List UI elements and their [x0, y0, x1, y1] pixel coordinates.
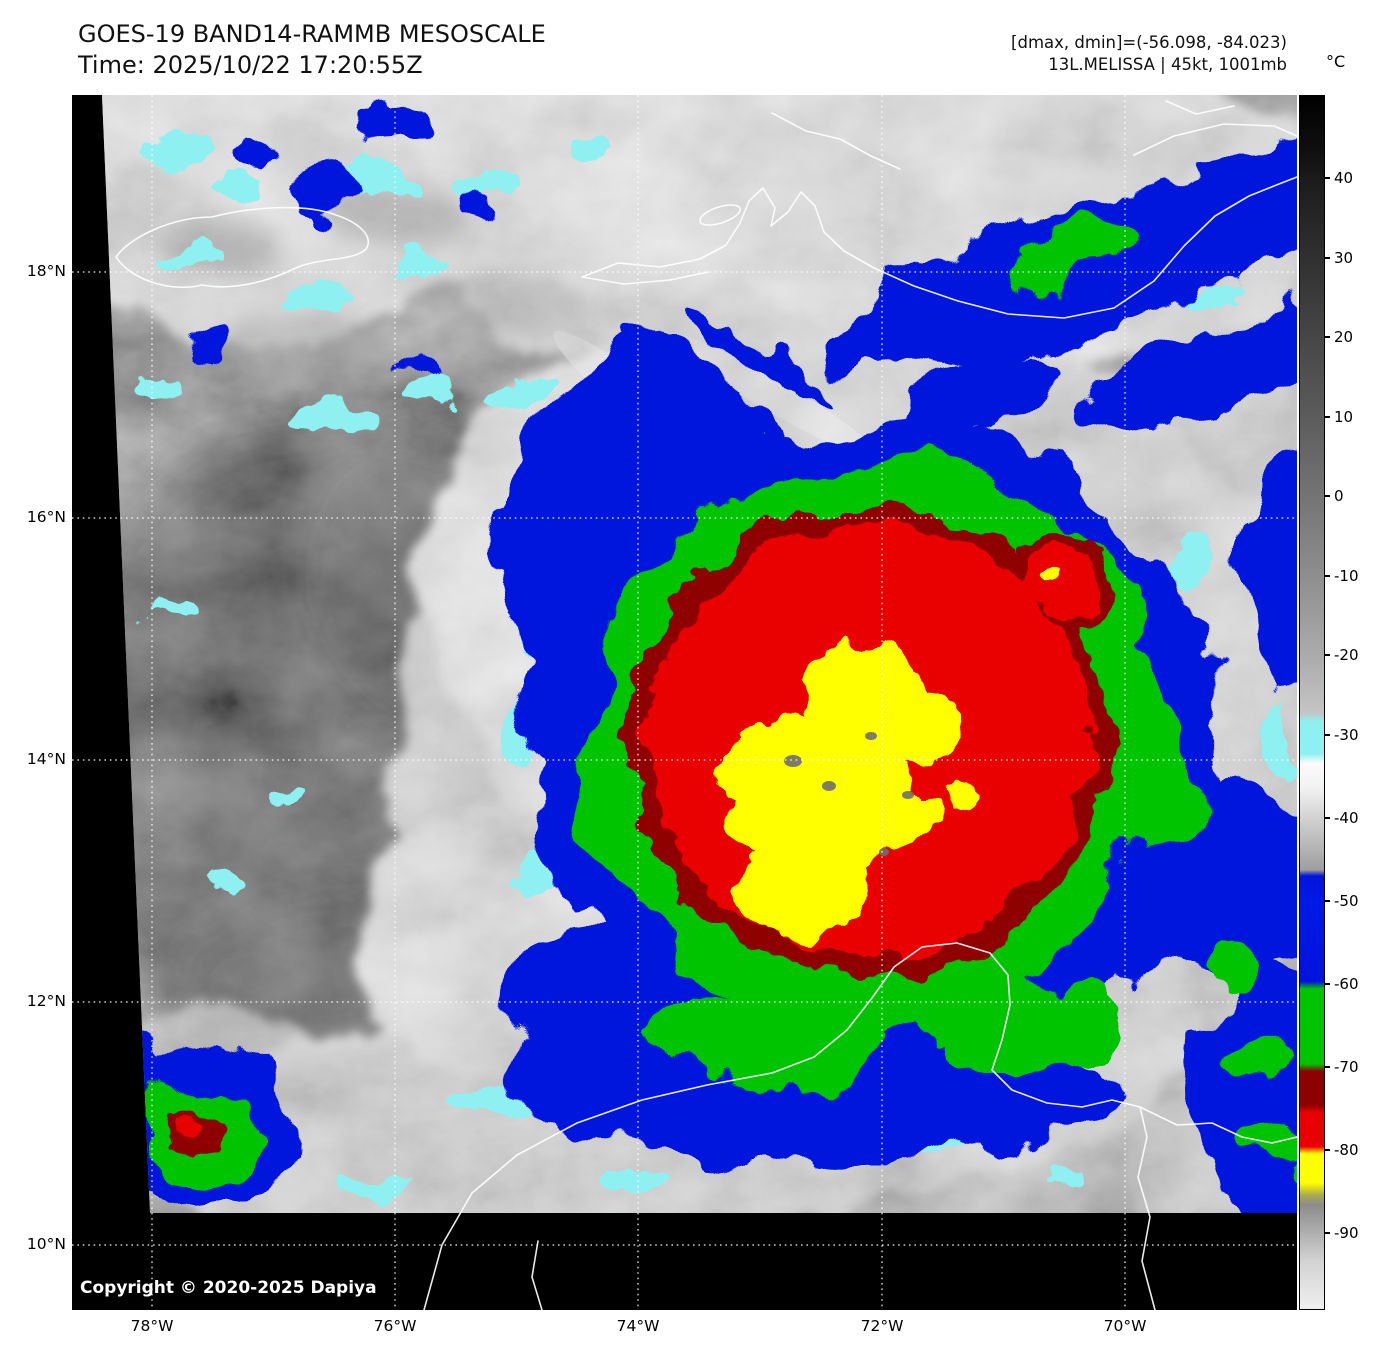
cloud-field — [102, 95, 1297, 1213]
lon-label-78w: 78°W — [130, 1317, 174, 1335]
storm-core-yellow — [708, 574, 1068, 937]
lon-label-72w: 72°W — [860, 1317, 904, 1335]
page-title: GOES-19 BAND14-RAMMB MESOSCALE — [78, 20, 546, 48]
colorbar-tick-label: 30 — [1334, 249, 1354, 267]
colorbar-tickmark — [1325, 1232, 1330, 1234]
coastlines — [115, 100, 1297, 1310]
lat-label-10n: 10°N — [26, 1235, 66, 1253]
lon-label-76w: 76°W — [373, 1317, 417, 1335]
colorbar-tick-label: -40 — [1334, 809, 1359, 827]
colorbar-tick-label: 10 — [1334, 408, 1354, 426]
colorbar-tick-label: -30 — [1334, 726, 1359, 744]
satellite-map: Copyright © 2020-2025 Dapiya — [72, 95, 1297, 1310]
colorbar-tick-label: 40 — [1334, 169, 1354, 187]
colorbar-tick-label: 0 — [1334, 487, 1344, 505]
colorbar-tickmark — [1325, 416, 1330, 418]
colorbar-tickmark — [1325, 817, 1330, 819]
dmax-dmin-readout: [dmax, dmin]=(-56.098, -84.023) — [1011, 33, 1287, 52]
lat-label-16n: 16°N — [26, 508, 66, 526]
colorbar-tickmark — [1325, 1066, 1330, 1068]
colorbar-unit-label: °C — [1326, 52, 1346, 71]
colorbar-tickmark — [1325, 336, 1330, 338]
overshoot-top-specks — [784, 732, 914, 856]
storm-info-block: [dmax, dmin]=(-56.098, -84.023) 13L.MELI… — [1011, 32, 1287, 76]
lon-label-70w: 70°W — [1103, 1317, 1147, 1335]
colorbar-tickmark — [1325, 654, 1330, 656]
colorbar-tick-label: -20 — [1334, 646, 1359, 664]
lat-label-12n: 12°N — [26, 992, 66, 1010]
colorbar-tick-label: 20 — [1334, 328, 1354, 346]
satellite-imagery — [72, 95, 1297, 1310]
storm-identity: 13L.MELISSA | 45kt, 1001mb — [1048, 55, 1287, 74]
south-america-coastline — [423, 942, 1297, 1310]
lat-label-18n: 18°N — [26, 262, 66, 280]
graticule — [72, 95, 1297, 1310]
temperature-colorbar — [1299, 95, 1325, 1310]
colorbar-tickmark — [1325, 575, 1330, 577]
colorbar-tickmark — [1325, 983, 1330, 985]
lon-label-74w: 74°W — [616, 1317, 660, 1335]
colorbar-tickmark — [1325, 900, 1330, 902]
colorbar-tick-label: -50 — [1334, 892, 1359, 910]
colorbar-tick-label: -60 — [1334, 975, 1359, 993]
image-timestamp: Time: 2025/10/22 17:20:55Z — [78, 51, 423, 79]
jamaica-coastline — [115, 206, 369, 289]
colorbar-tickmark — [1325, 734, 1330, 736]
colorbar-tick-label: -10 — [1334, 567, 1359, 585]
colorbar-tickmark — [1325, 177, 1330, 179]
hispaniola-coastline — [581, 176, 1297, 319]
colorbar-tickmark — [1325, 257, 1330, 259]
lat-label-14n: 14°N — [26, 750, 66, 768]
colorbar-tick-label: -70 — [1334, 1058, 1359, 1076]
copyright-notice: Copyright © 2020-2025 Dapiya — [80, 1278, 377, 1298]
colorbar-tick-label: -90 — [1334, 1224, 1359, 1242]
colorbar-tickmark — [1325, 495, 1330, 497]
colorbar-tickmark — [1325, 1149, 1330, 1151]
colorbar-tick-label: -80 — [1334, 1141, 1359, 1159]
